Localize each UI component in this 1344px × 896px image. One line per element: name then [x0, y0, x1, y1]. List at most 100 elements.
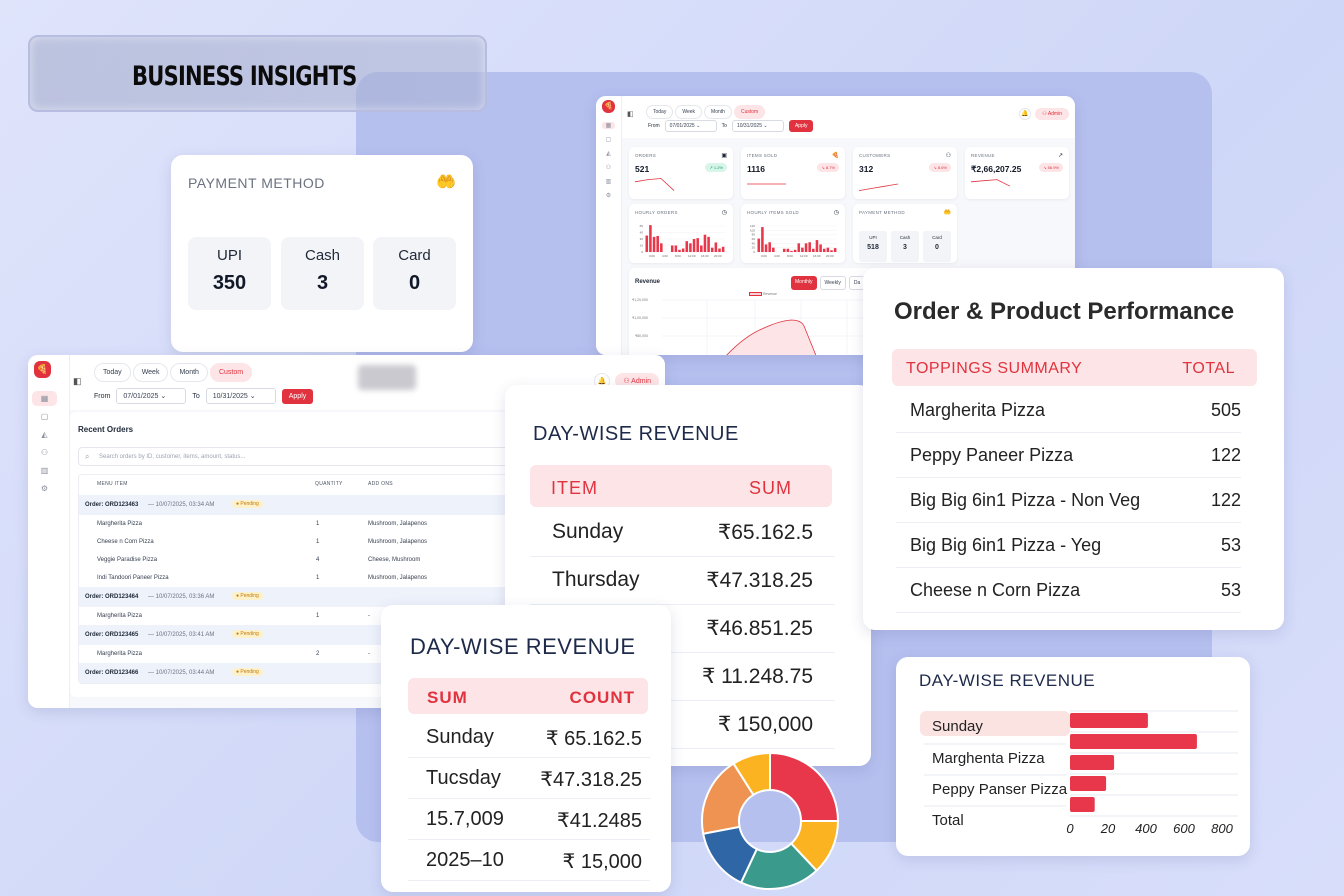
order-id: Order: ORD123463 [85, 502, 139, 508]
x-tick-label: 600 [1173, 821, 1195, 836]
card-title: Revenue [635, 279, 661, 285]
menu-icon[interactable]: ◭ [606, 151, 611, 157]
trend-icon: ↗ [1057, 153, 1063, 159]
tab-custom[interactable]: Custom [733, 105, 766, 119]
reports-icon[interactable]: ▥ [40, 466, 49, 475]
tab-month[interactable]: Month [170, 363, 208, 382]
kpi-card-customers: CUSTOMERS ⚇ 312 ↘ 8.6% [853, 147, 957, 199]
kpi-change-badge: ↘ 56.9% [1039, 163, 1063, 172]
dashboard-icon[interactable]: ▦ [32, 391, 57, 406]
reports-icon[interactable]: ▥ [605, 179, 612, 185]
add-ons: Mushroom, Jalapenos [368, 539, 428, 545]
hourly-bar [685, 241, 689, 252]
tab-custom[interactable]: Custom [209, 363, 253, 382]
kpi-change-badge: ↘ 8.7% [817, 163, 839, 172]
hourly-bar [707, 236, 710, 252]
bar [1070, 734, 1197, 749]
revenue-line [726, 319, 817, 355]
to-date-select[interactable]: 10/31/2025 ⌄ [731, 120, 784, 132]
sidebar: 🍕 ▦ ▢ ◭ ⚇ ▥ ⚙ [596, 96, 622, 355]
payment-label: Card [398, 247, 431, 264]
y-tick-label: 20 [752, 246, 756, 250]
tab-month[interactable]: Month [704, 105, 732, 119]
card-title: DAY-WISE REVENUE [919, 671, 1096, 690]
orders-icon[interactable]: ▢ [605, 137, 612, 143]
hourly-bar [822, 248, 826, 252]
tab-week[interactable]: Week [132, 363, 169, 382]
weekly-button[interactable]: Weekly [819, 276, 846, 290]
search-orders-input[interactable]: ⌕ Search orders by ID, customer, items, a… [78, 447, 665, 466]
customers-icon[interactable]: ⚇ [605, 165, 612, 171]
hourly-bar [703, 234, 707, 252]
payment-label: Cash [899, 235, 911, 240]
y-tick-label: 60 [752, 237, 756, 241]
y-tick-label: 30 [640, 237, 644, 241]
y-tick-label: 0 [753, 250, 755, 254]
date-filter: From 07/01/2025 ⌄ To 10/31/2025 ⌄ Apply [94, 388, 314, 404]
x-tick-label: 8:00 [675, 254, 681, 258]
hourly-bar [812, 248, 815, 252]
add-ons: Mushroom, Jalapenos [368, 521, 428, 527]
hourly-bar [830, 250, 833, 252]
payment-method-mini-card: PAYMENT METHOD 🤲 UPI 518 Cash 3 Card 0 [853, 204, 957, 263]
bar [1070, 755, 1115, 770]
x-tick-label: 4:00 [662, 254, 668, 258]
x-tick-label: 4:00 [774, 254, 780, 258]
customers-icon[interactable]: ⚇ [40, 448, 49, 457]
menu-icon[interactable]: ◭ [41, 430, 48, 439]
dashboard-icon[interactable]: ▦ [602, 122, 615, 129]
tab-today[interactable]: Today [94, 363, 131, 382]
payment-cash: Cash 3 [891, 231, 919, 262]
hourly-bar [660, 243, 663, 252]
from-label: From [94, 392, 111, 400]
menu-item: Margherita Pizza [97, 521, 143, 527]
row-value: 505 [1210, 399, 1241, 420]
hourly-bar [797, 243, 801, 252]
row-label: Sunday [426, 725, 494, 748]
admin-menu[interactable]: ⚇ Admin [1035, 108, 1069, 120]
bell-icon[interactable]: 🔔 [1019, 108, 1031, 120]
hourly-bar [819, 244, 822, 252]
monthly-button[interactable]: Monthly [791, 276, 817, 290]
payment-value: 3 [903, 244, 907, 251]
payment-value: 0 [935, 244, 939, 251]
hourly-bar [649, 225, 652, 252]
banner-title: BUSINESS INSIGHTS [132, 61, 357, 92]
hourly-bar [678, 249, 681, 252]
sidebar-toggle-icon[interactable]: ◧ [73, 376, 82, 386]
payment-label: UPI [216, 247, 242, 264]
column-header: TOTAL [1182, 360, 1235, 377]
row-value: 122 [1210, 489, 1241, 510]
hourly-bar [793, 249, 797, 252]
payment-label: Card [932, 235, 942, 240]
from-date-select[interactable]: 07/01/2025 ⌄ [664, 120, 717, 132]
to-date-select[interactable]: 10/31/2025 ⌄ [205, 388, 276, 404]
sparkline [970, 179, 1011, 187]
kpi-label: REVENUE [971, 153, 995, 158]
bar [1070, 776, 1107, 791]
tab-today[interactable]: Today [646, 105, 674, 119]
from-date-select[interactable]: 07/01/2025 ⌄ [116, 388, 187, 404]
settings-icon[interactable]: ⚙ [40, 484, 49, 493]
table-row: Margherita Pizza 505 [896, 388, 1241, 433]
table-row: Big Big 6in1 Pizza - Non Veg 122 [896, 478, 1241, 523]
table-header: ITEM SUM [530, 465, 832, 507]
dashboard-screenshot-top: 🍕 ▦ ▢ ◭ ⚇ ▥ ⚙ ◧ Today Week Month Custom Fro… [596, 96, 1075, 355]
x-tick-label: 12:00 [688, 254, 696, 258]
y-tick-label: 40 [752, 241, 756, 245]
apply-button[interactable]: Apply [788, 120, 814, 132]
kpi-change-badge: ↗ 1.2% [705, 163, 727, 172]
sidebar-toggle-icon[interactable]: ◧ [627, 111, 634, 118]
hourly-bar [670, 245, 674, 252]
tab-week[interactable]: Week [675, 105, 703, 119]
settings-icon[interactable]: ⚙ [605, 193, 612, 199]
apply-button[interactable]: Apply [281, 388, 314, 404]
donut-slice [769, 751, 840, 822]
orders-icon[interactable]: ▢ [40, 412, 49, 421]
hourly-bar [764, 244, 768, 252]
y-tick-label: 0 [641, 250, 643, 254]
order-time: — 10/07/2025, 03:36 AM [148, 594, 215, 600]
hourly-orders-chart: 60 45 30 15 0 0:00 4:00 8:00 12:00 16:00 20:00 [640, 224, 725, 258]
pizza-logo-icon: 🍕 [34, 361, 51, 378]
payment-card: Card 0 [923, 231, 951, 262]
